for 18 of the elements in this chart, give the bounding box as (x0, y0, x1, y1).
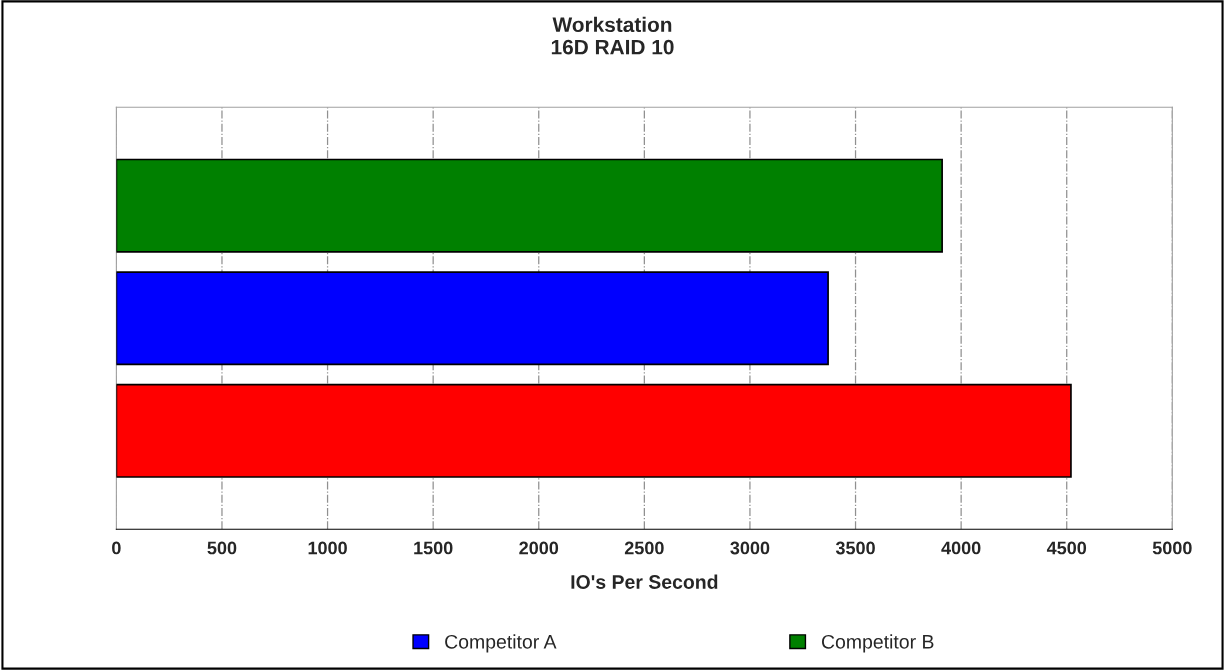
x-tick-label: 2500 (624, 541, 664, 555)
bar (116, 383, 1072, 478)
x-axis-title: IO's Per Second (571, 574, 718, 589)
x-tick-label: 1500 (414, 541, 453, 555)
x-tick-label: 1000 (308, 541, 347, 555)
x-tick-label: 3000 (730, 541, 770, 555)
x-tick-label: 4000 (941, 541, 981, 555)
x-tick-label: 500 (207, 541, 237, 555)
bar (116, 271, 829, 366)
x-tick-label: 5000 (1152, 541, 1192, 555)
x-tick-label: 2000 (519, 541, 559, 555)
bar (116, 158, 943, 253)
x-tick-label: 4500 (1046, 541, 1087, 555)
x-tick-label: 0 (112, 541, 121, 555)
legend-label: Competitor B (821, 634, 934, 653)
legend-label: Competitor A (445, 634, 557, 653)
x-tick-label: 3500 (835, 541, 875, 555)
chart-title: Workstation 16D RAID 10 (551, 16, 674, 55)
